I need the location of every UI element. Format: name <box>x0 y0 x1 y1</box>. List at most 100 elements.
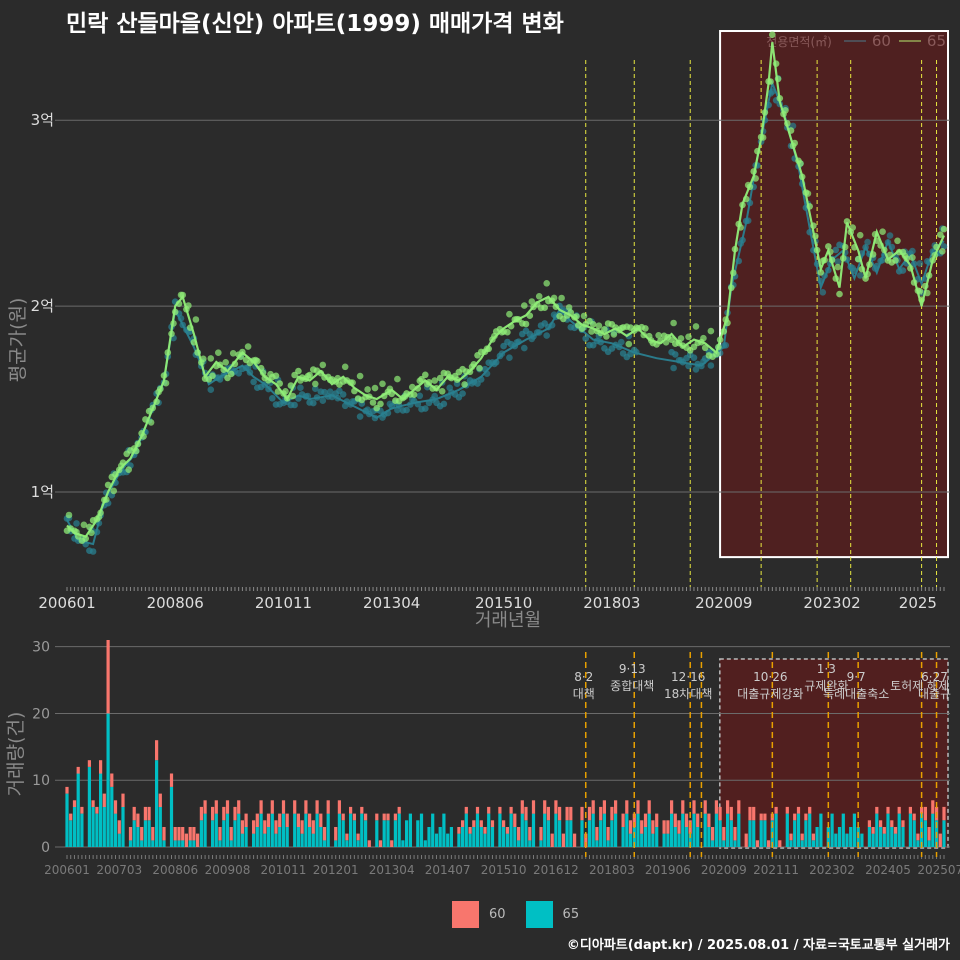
price-point-60 <box>422 405 429 412</box>
volume-bar-60 <box>315 800 319 814</box>
volume-bar-65 <box>113 813 118 847</box>
volume-bar-60 <box>382 813 386 821</box>
volume-bar-65 <box>849 827 853 847</box>
price-point-65 <box>746 183 754 191</box>
price-point-65 <box>200 355 207 363</box>
price-point-65 <box>817 269 825 276</box>
volume-bar-60 <box>625 800 629 814</box>
volume-bar-60 <box>602 800 606 814</box>
volume-bar-65 <box>401 840 405 847</box>
price-point-60 <box>864 238 871 246</box>
event-date: 9·13 <box>619 662 646 676</box>
volume-bar-65 <box>334 840 338 847</box>
volume-bar-60 <box>461 820 465 827</box>
volume-bar-65 <box>434 833 439 847</box>
price-point-65 <box>110 487 118 495</box>
volume-bar-65 <box>879 827 883 847</box>
volume-bar-65 <box>345 840 349 847</box>
volume-bar-65 <box>852 813 856 847</box>
volume-bar-60 <box>143 806 147 821</box>
price-point-65 <box>713 350 720 358</box>
volume-bar-65 <box>737 813 741 847</box>
price-point-60 <box>414 400 422 408</box>
volume-bar-60 <box>173 827 177 841</box>
price-point-65 <box>229 350 237 357</box>
volume-bar-60 <box>796 806 801 814</box>
price-point-65 <box>640 331 647 339</box>
volume-bar-65 <box>252 833 256 847</box>
volume-bar-65 <box>543 813 547 847</box>
volume-bar-65 <box>91 806 95 847</box>
event-name: 종합대책 <box>610 678 654 693</box>
volume-bar-60 <box>505 827 509 834</box>
price-point-60 <box>806 228 813 236</box>
price-point-65 <box>185 302 192 309</box>
volume-bar-60 <box>91 800 95 807</box>
legend-swatch-60 <box>452 901 479 928</box>
volume-bar-60 <box>322 827 327 841</box>
volume-bar-60 <box>110 773 114 787</box>
volume-bar-65 <box>80 813 84 847</box>
volume-bar-65 <box>643 827 648 847</box>
price-point-60 <box>817 277 825 285</box>
price-point-65 <box>312 380 319 388</box>
price-point-65 <box>351 387 358 395</box>
volume-bar-65 <box>908 813 912 847</box>
legend-text-65: 65 <box>927 32 946 50</box>
volume-bar-65 <box>475 813 480 847</box>
volume-bar-60 <box>673 813 677 827</box>
volume-bar-60 <box>498 806 502 814</box>
price-point-60 <box>884 239 892 246</box>
volume-bar-60 <box>636 800 640 814</box>
price-point-65 <box>752 175 759 182</box>
volume-bar-65 <box>155 760 159 847</box>
volume-bar-60 <box>587 806 592 821</box>
volume-y-tick-label: 10 <box>32 773 50 789</box>
volume-bar-60 <box>591 800 595 814</box>
price-point-65 <box>836 290 843 298</box>
volume-bar-60 <box>610 806 614 821</box>
price-point-65 <box>239 348 246 356</box>
volume-bar-60 <box>774 806 778 814</box>
price-point-65 <box>231 360 239 368</box>
price-point-65 <box>461 381 468 388</box>
price-point-65 <box>186 324 194 332</box>
price-point-65 <box>903 255 910 262</box>
price-point-65 <box>319 361 327 369</box>
volume-bar-60 <box>113 800 118 814</box>
price-point-65 <box>610 331 618 338</box>
volume-bar-65 <box>199 820 203 847</box>
price-point-65 <box>839 254 847 262</box>
volume-bar-65 <box>890 827 894 847</box>
price-point-65 <box>373 404 381 412</box>
price-point-65 <box>791 139 798 147</box>
volume-bar-60 <box>800 833 804 841</box>
price-point-65 <box>222 359 229 366</box>
volume-bar-65 <box>867 827 871 847</box>
volume-bar-60 <box>580 806 584 821</box>
volume-bar-65 <box>785 813 789 847</box>
volume-bar-60 <box>117 820 121 834</box>
volume-bar-60 <box>793 813 797 821</box>
price-point-65 <box>306 371 313 379</box>
volume-bar-60 <box>886 806 890 814</box>
volume-bar-60 <box>908 806 912 814</box>
price-point-60 <box>297 384 304 392</box>
price-point-65 <box>82 535 89 542</box>
price-point-65 <box>937 231 944 238</box>
price-point-65 <box>272 372 280 380</box>
legend-line-60 <box>843 40 866 42</box>
volume-bar-65 <box>558 820 562 847</box>
price-point-65 <box>194 349 201 356</box>
volume-bar-60 <box>543 800 547 814</box>
price-point-65 <box>759 134 767 141</box>
volume-bar-60 <box>632 813 636 827</box>
volume-x-tick-label: 202009 <box>701 863 747 877</box>
price-point-65 <box>892 257 899 264</box>
price-point-65 <box>103 496 110 503</box>
volume-bar-60 <box>722 827 726 841</box>
volume-bar-60 <box>923 806 927 821</box>
price-point-60 <box>515 338 522 346</box>
price-point-60 <box>177 315 185 322</box>
